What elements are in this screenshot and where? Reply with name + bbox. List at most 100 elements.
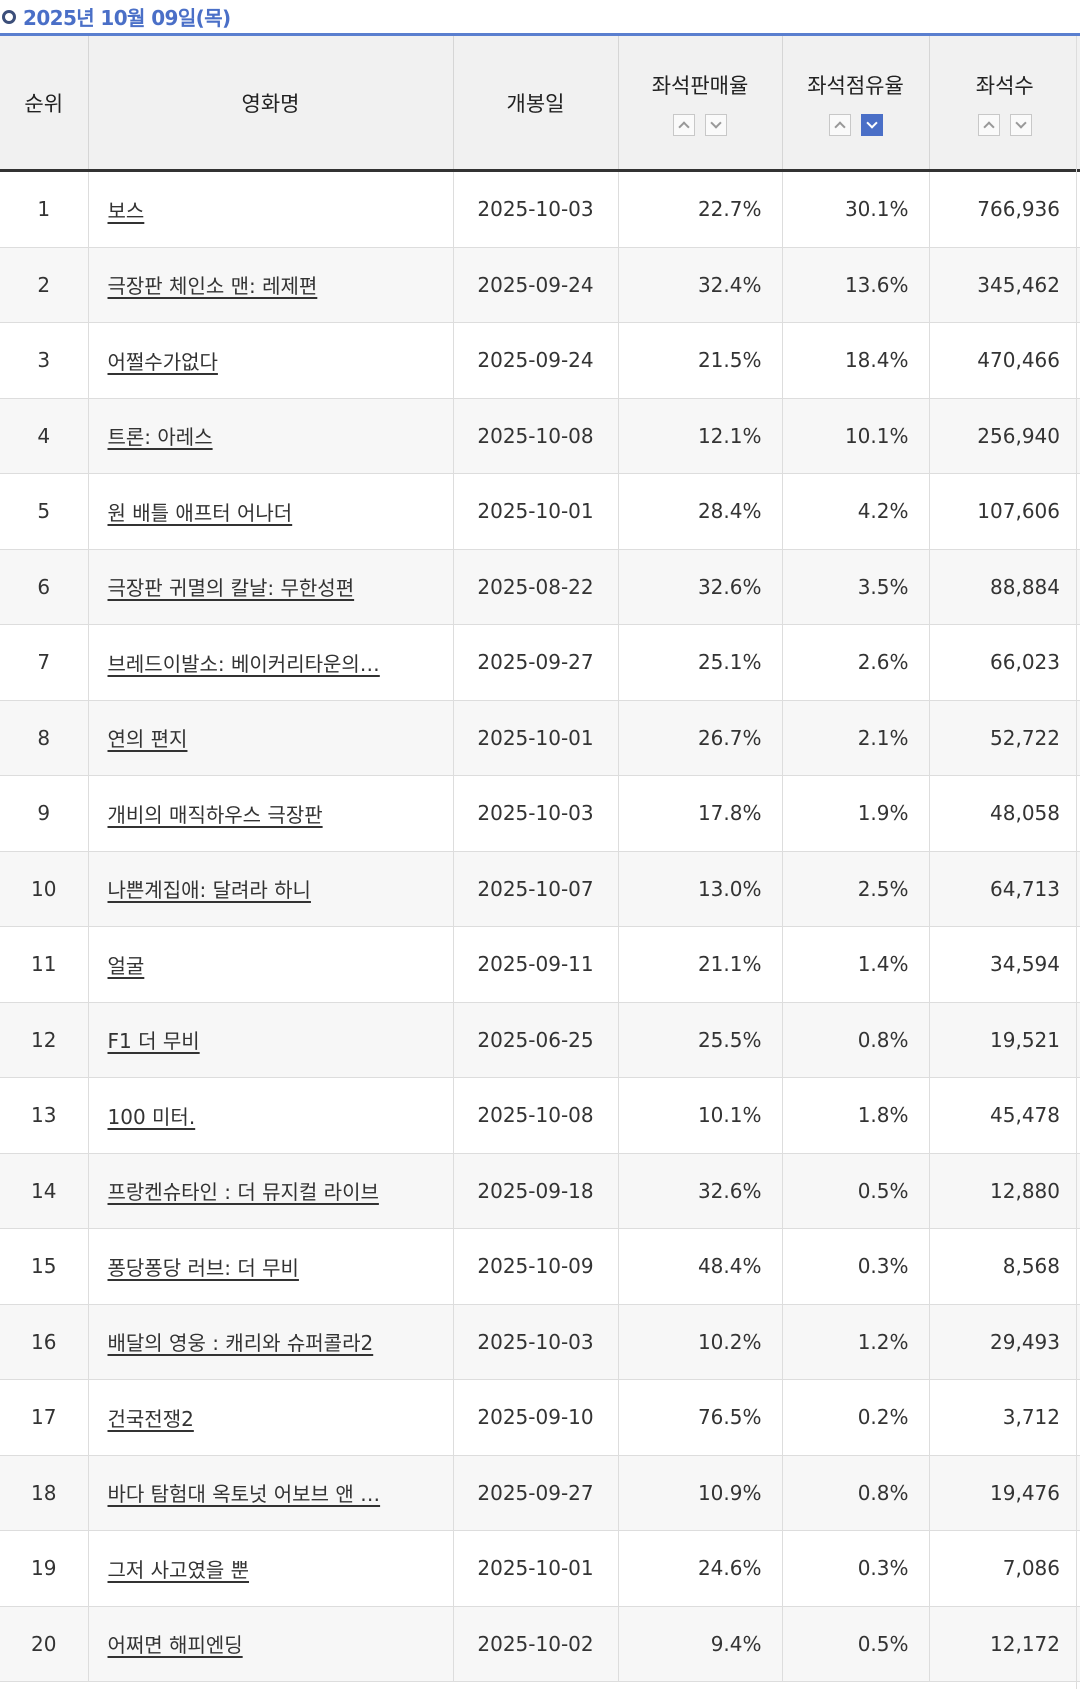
seats-cell: 256,940 [928,398,1080,474]
seats-cell: 29,493 [928,1304,1080,1380]
share-rate-cell: 1.9% [781,775,929,852]
share-rate-cell: 0.8% [781,1455,929,1531]
sales-rate-cell: 10.1% [617,1077,782,1154]
movie-title-link[interactable]: 그저 사고였을 뿐 [107,1557,250,1582]
share-rate-cell: 1.8% [781,1077,929,1154]
movie-title-link[interactable]: 어쩌면 해피엔딩 [107,1633,243,1658]
movie-title-cell: 프랑켄슈타인 : 더 뮤지컬 라이브 [87,1153,453,1229]
sort-ascending-button[interactable] [828,113,851,136]
movie-title-cell: 연의 편지 [87,700,453,776]
movie-title-link[interactable]: 어쩔수가없다 [107,349,218,374]
movie-title-link[interactable]: 극장판 귀멸의 칼날: 무한성편 [107,576,355,601]
share-rate-sort-controls [783,113,929,136]
table-row: 5 원 배틀 애프터 어나더 2025-10-01 28.4% 4.2% 107,606 [0,473,1080,550]
movie-title-cell: 얼굴 [87,926,453,1003]
table-row: 10 나쁜계집애: 달려라 하니 2025-10-07 13.0% 2.5% 64,713 [0,851,1080,927]
movie-title-link[interactable]: 트론: 아레스 [107,425,213,450]
sort-ascending-button[interactable] [977,113,1000,136]
seats-cell: 345,462 [928,247,1080,323]
table-row: 12 F1 더 무비 2025-06-25 25.5% 0.8% 19,521 [0,1002,1080,1078]
sort-ascending-button[interactable] [673,113,695,136]
table-row: 2 극장판 체인소 맨: 레제편 2025-09-24 32.4% 13.6% 345,4… [0,247,1080,323]
share-rate-cell: 1.4% [781,926,929,1003]
column-header-sales-rate-label: 좌석판매율 [651,73,749,98]
table-row: 3 어쩔수가없다 2025-09-24 21.5% 18.4% 470,466 [0,322,1080,399]
movie-title-cell: 어쩌면 해피엔딩 [87,1606,453,1682]
seats-cell: 7,086 [928,1530,1080,1607]
movie-title-link[interactable]: 극장판 체인소 맨: 레제편 [107,274,318,299]
movie-title-cell: 어쩔수가없다 [87,322,453,399]
table-row: 15 퐁당퐁당 러브: 더 무비 2025-10-09 48.4% 0.3% 8,568 [0,1228,1080,1305]
movie-title-cell: 트론: 아레스 [87,398,453,474]
rank-cell: 11 [0,926,88,1003]
sales-rate-cell: 17.8% [617,775,782,852]
open-date-cell: 2025-09-24 [452,247,618,323]
rank-cell: 13 [0,1077,88,1154]
movie-title-link[interactable]: 브레드이발소: 베이커리타운의… [107,651,380,676]
movie-title-link[interactable]: 프랑켄슈타인 : 더 뮤지컬 라이브 [107,1180,379,1205]
table-row: 19 그저 사고였을 뿐 2025-10-01 24.6% 0.3% 7,086 [0,1530,1080,1607]
column-header-sales-rate: 좌석판매율 [617,36,782,172]
sort-descending-button[interactable] [1009,113,1032,136]
movie-title-link[interactable]: 개비의 매직하우스 극장판 [107,802,323,827]
sales-rate-cell: 25.5% [617,1002,782,1078]
seats-cell: 66,023 [928,624,1080,701]
table-row: 6 극장판 귀멸의 칼날: 무한성편 2025-08-22 32.6% 3.5% 88,8… [0,549,1080,625]
movie-title-cell: 100 미터. [87,1077,453,1154]
movie-title-link[interactable]: 원 배틀 애프터 어나더 [107,500,293,525]
share-rate-cell: 0.3% [781,1228,929,1305]
sales-rate-cell: 10.2% [617,1304,782,1380]
rank-cell: 2 [0,247,88,323]
share-rate-cell: 0.8% [781,1002,929,1078]
rank-cell: 8 [0,700,88,776]
open-date-cell: 2025-09-24 [452,322,618,399]
share-rate-cell: 0.5% [781,1606,929,1682]
movie-title-link[interactable]: 나쁜계집애: 달려라 하니 [107,878,311,903]
table-row: 16 배달의 영웅 : 캐리와 슈퍼콜라2 2025-10-03 10.2% 1.2% 2… [0,1304,1080,1380]
sales-rate-cell: 13.0% [617,851,782,927]
open-date-cell: 2025-08-22 [452,549,618,625]
seats-cell: 107,606 [928,473,1080,550]
open-date-cell: 2025-10-03 [452,1304,618,1380]
movie-title-link[interactable]: 얼굴 [107,953,145,978]
share-rate-cell: 2.6% [781,624,929,701]
movie-title-link[interactable]: 100 미터. [107,1104,196,1129]
movie-title-link[interactable]: 배달의 영웅 : 캐리와 슈퍼콜라2 [107,1331,374,1356]
movie-title-cell: 건국전쟁2 [87,1379,453,1456]
open-date-cell: 2025-10-01 [452,1530,618,1607]
rank-cell: 3 [0,322,88,399]
rank-cell: 4 [0,398,88,474]
sales-rate-cell: 22.7% [617,170,782,248]
sales-rate-cell: 76.5% [617,1379,782,1456]
sort-descending-button[interactable] [705,113,727,136]
column-header-share-rate-label: 좌석점유율 [807,73,904,98]
movie-title-link[interactable]: F1 더 무비 [107,1029,200,1054]
rank-cell: 18 [0,1455,88,1531]
seats-cell: 48,058 [928,775,1080,852]
movie-title-link[interactable]: 바다 탐험대 옥토넛 어보브 앤 … [107,1482,381,1507]
sales-rate-cell: 32.4% [617,247,782,323]
seats-cell: 52,722 [928,700,1080,776]
movie-title-cell: 극장판 귀멸의 칼날: 무한성편 [87,549,453,625]
movie-title-link[interactable]: 보스 [107,198,145,223]
table-row: 8 연의 편지 2025-10-01 26.7% 2.1% 52,722 [0,700,1080,776]
sort-descending-button-active[interactable] [860,113,883,136]
movie-title-link[interactable]: 건국전쟁2 [107,1406,194,1431]
movie-title-link[interactable]: 연의 편지 [107,727,188,752]
column-header-share-rate: 좌석점유율 [781,36,929,172]
share-rate-cell: 18.4% [781,322,929,399]
rank-cell: 14 [0,1153,88,1229]
seats-cell: 8,568 [928,1228,1080,1305]
movie-title-link[interactable]: 퐁당퐁당 러브: 더 무비 [107,1255,299,1280]
open-date-cell: 2025-09-27 [452,624,618,701]
chevron-up-icon [678,120,690,133]
movie-title-cell: 배달의 영웅 : 캐리와 슈퍼콜라2 [87,1304,453,1380]
share-rate-cell: 0.5% [781,1153,929,1229]
movie-title-cell: 그저 사고였을 뿐 [87,1530,453,1607]
rank-cell: 16 [0,1304,88,1380]
share-rate-cell: 13.6% [781,247,929,323]
open-date-cell: 2025-10-08 [452,398,618,474]
seats-cell: 470,466 [928,322,1080,399]
open-date-cell: 2025-10-08 [452,1077,618,1154]
circle-bullet-icon [2,9,16,24]
